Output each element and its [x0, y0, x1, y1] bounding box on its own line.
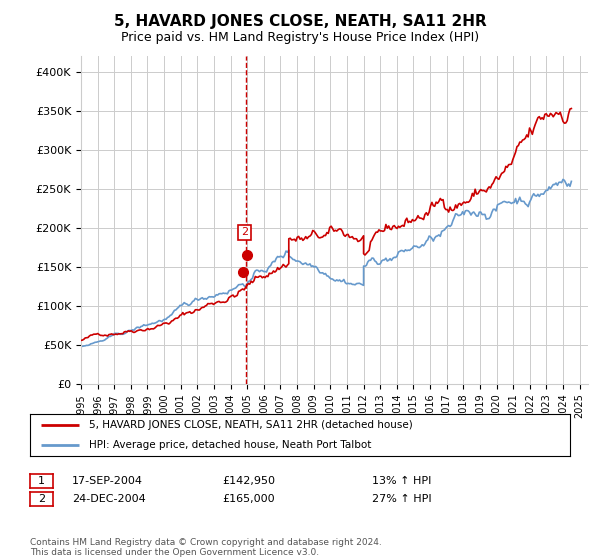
Text: 5, HAVARD JONES CLOSE, NEATH, SA11 2HR: 5, HAVARD JONES CLOSE, NEATH, SA11 2HR — [113, 14, 487, 29]
Text: 5, HAVARD JONES CLOSE, NEATH, SA11 2HR (detached house): 5, HAVARD JONES CLOSE, NEATH, SA11 2HR (… — [89, 420, 413, 430]
Text: 1: 1 — [38, 476, 45, 486]
Text: 27% ↑ HPI: 27% ↑ HPI — [372, 494, 431, 504]
Text: £165,000: £165,000 — [222, 494, 275, 504]
Text: 17-SEP-2004: 17-SEP-2004 — [72, 476, 143, 486]
Text: 24-DEC-2004: 24-DEC-2004 — [72, 494, 146, 504]
Text: HPI: Average price, detached house, Neath Port Talbot: HPI: Average price, detached house, Neat… — [89, 440, 372, 450]
Text: 2: 2 — [38, 494, 45, 504]
Text: Price paid vs. HM Land Registry's House Price Index (HPI): Price paid vs. HM Land Registry's House … — [121, 31, 479, 44]
Text: 2: 2 — [241, 227, 248, 237]
Text: £142,950: £142,950 — [222, 476, 275, 486]
Text: Contains HM Land Registry data © Crown copyright and database right 2024.
This d: Contains HM Land Registry data © Crown c… — [30, 538, 382, 557]
Text: 13% ↑ HPI: 13% ↑ HPI — [372, 476, 431, 486]
